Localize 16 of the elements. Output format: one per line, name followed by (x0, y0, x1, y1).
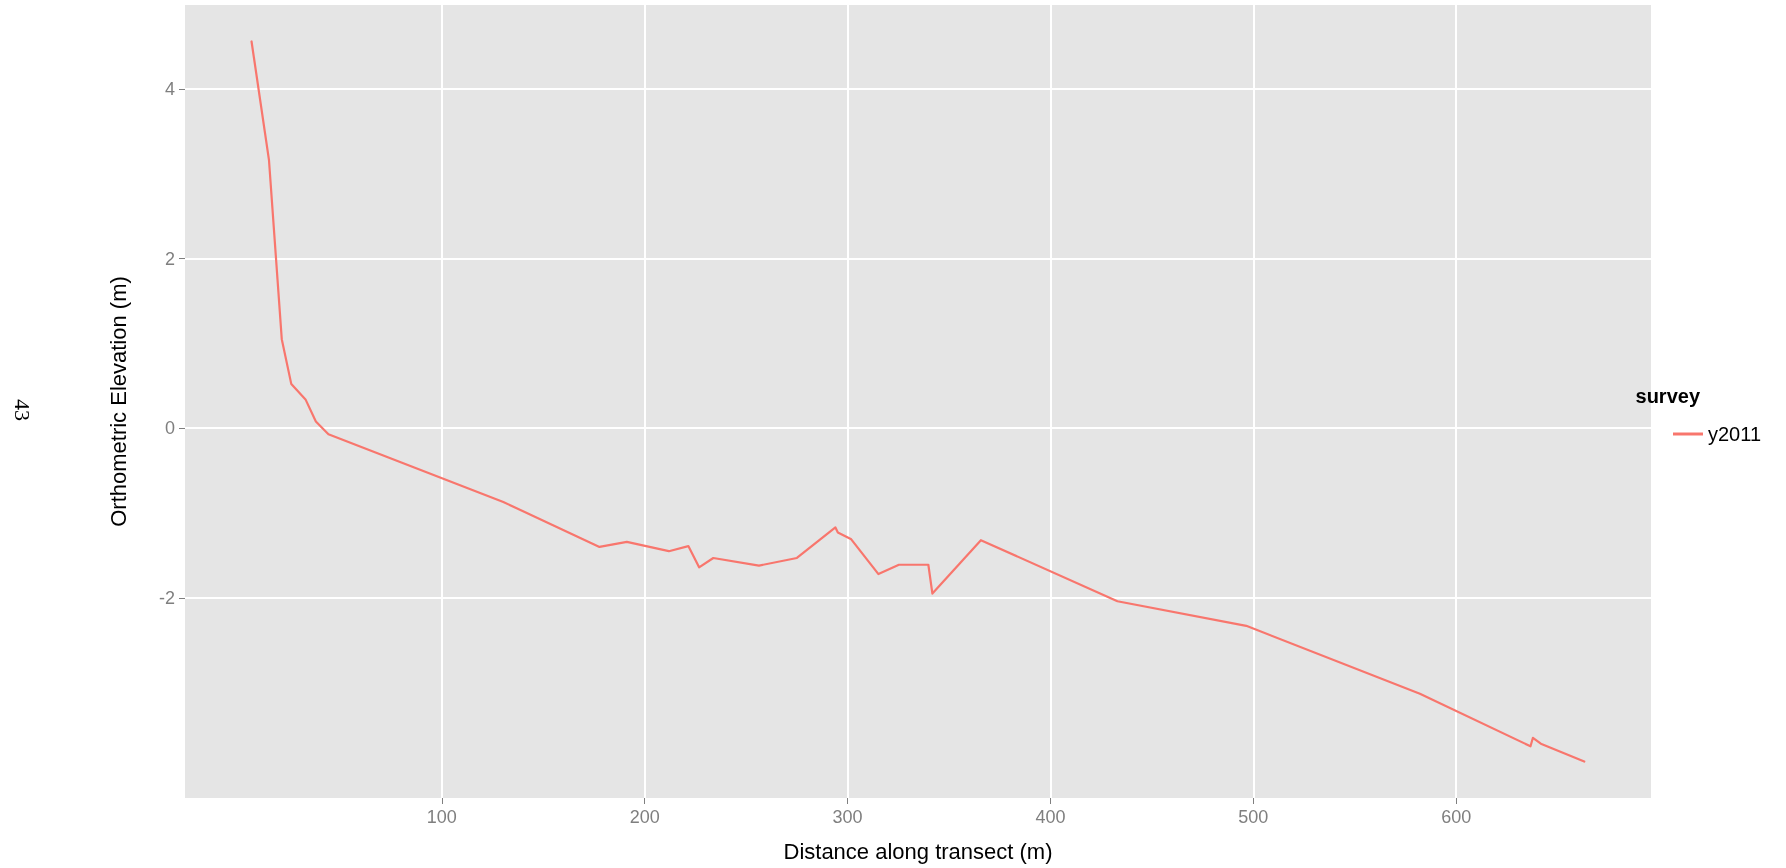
y-tick-label: 4 (164, 78, 175, 99)
x-tick-label: 500 (1238, 807, 1269, 827)
legend-label: y2011 (1707, 423, 1762, 445)
x-tick-label: 300 (832, 807, 863, 827)
x-tick-label: 100 (426, 807, 457, 827)
x-axis-title: Distance along transect (m) (783, 838, 1053, 864)
legend-title: survey (1635, 385, 1701, 407)
x-tick-label: 600 (1441, 807, 1472, 827)
y-tick-label: -2 (158, 587, 175, 608)
y-tick-label: 0 (164, 418, 175, 439)
line-series (250, 40, 1586, 763)
y-tick-label: 2 (164, 248, 175, 269)
y-axis-title: Orthometric Elevation (m) (105, 276, 131, 527)
x-tick-label: 200 (629, 807, 660, 827)
text: 43 (9, 399, 35, 421)
x-tick-label: 400 (1035, 807, 1066, 827)
